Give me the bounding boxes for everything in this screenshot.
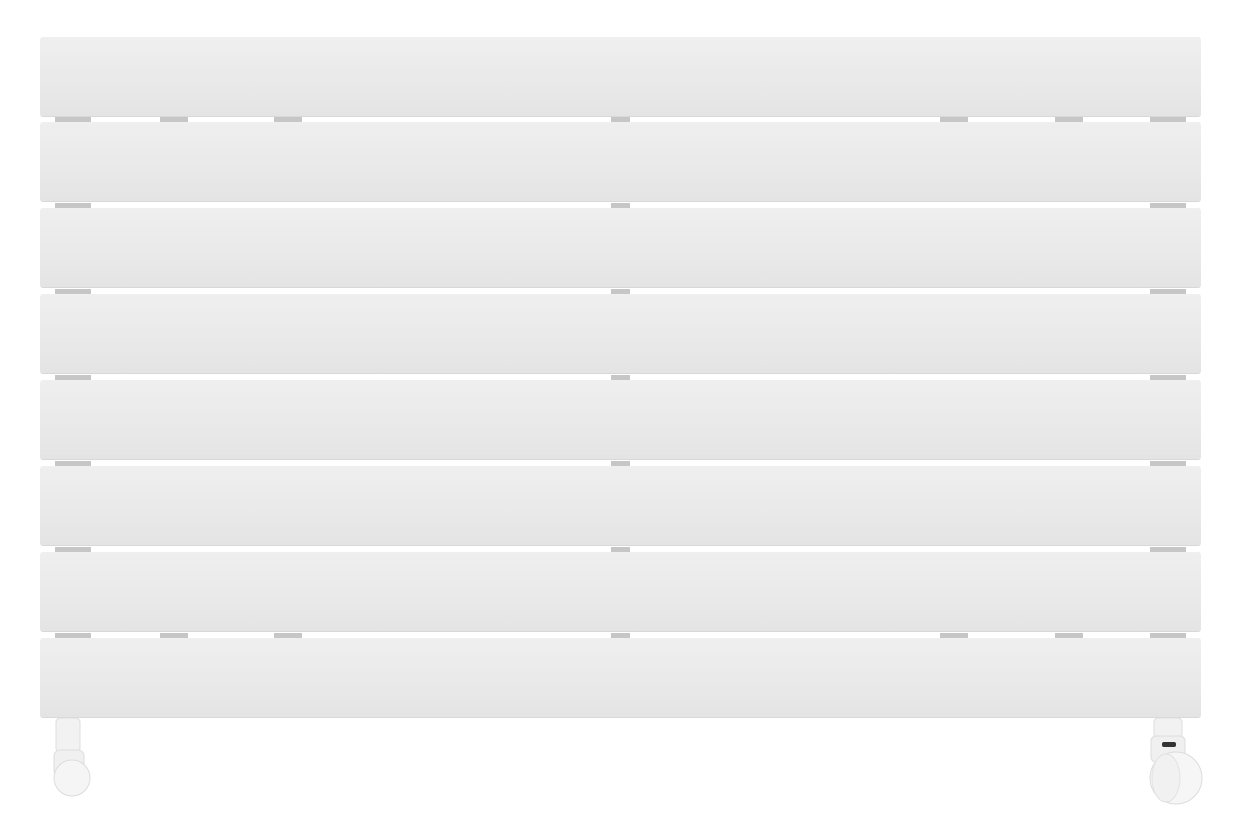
mounting-bracket <box>55 547 91 552</box>
radiator-panel <box>40 122 1201 201</box>
mounting-bracket <box>1150 547 1186 552</box>
mounting-bracket <box>611 117 630 122</box>
mounting-bracket <box>611 633 630 638</box>
mounting-bracket <box>940 633 968 638</box>
radiator-panel <box>40 294 1201 373</box>
mounting-bracket <box>1150 461 1186 466</box>
mounting-bracket <box>274 633 302 638</box>
radiator-panel <box>40 208 1201 287</box>
thermostatic-valve <box>1149 717 1203 805</box>
radiator-panel <box>40 638 1201 717</box>
mounting-bracket <box>611 461 630 466</box>
left-valve <box>53 717 91 797</box>
mounting-bracket <box>1150 633 1186 638</box>
mounting-bracket <box>274 117 302 122</box>
radiator-panel <box>40 380 1201 459</box>
mounting-bracket <box>55 461 91 466</box>
radiator-panel <box>40 466 1201 545</box>
mounting-bracket <box>940 117 968 122</box>
mounting-bracket <box>55 117 91 122</box>
mounting-bracket <box>1150 375 1186 380</box>
mounting-bracket <box>611 203 630 208</box>
mounting-bracket <box>55 203 91 208</box>
mounting-bracket <box>1055 117 1083 122</box>
mounting-bracket <box>611 547 630 552</box>
mounting-bracket <box>1150 289 1186 294</box>
radiator-panel <box>40 37 1201 116</box>
mounting-bracket <box>55 375 91 380</box>
mounting-bracket <box>611 289 630 294</box>
mounting-bracket <box>55 633 91 638</box>
mounting-bracket <box>1055 633 1083 638</box>
radiator-panel <box>40 552 1201 631</box>
mounting-bracket <box>1150 117 1186 122</box>
mounting-bracket <box>160 117 188 122</box>
mounting-bracket <box>1150 203 1186 208</box>
mounting-bracket <box>611 375 630 380</box>
mounting-bracket <box>160 633 188 638</box>
mounting-bracket <box>55 289 91 294</box>
